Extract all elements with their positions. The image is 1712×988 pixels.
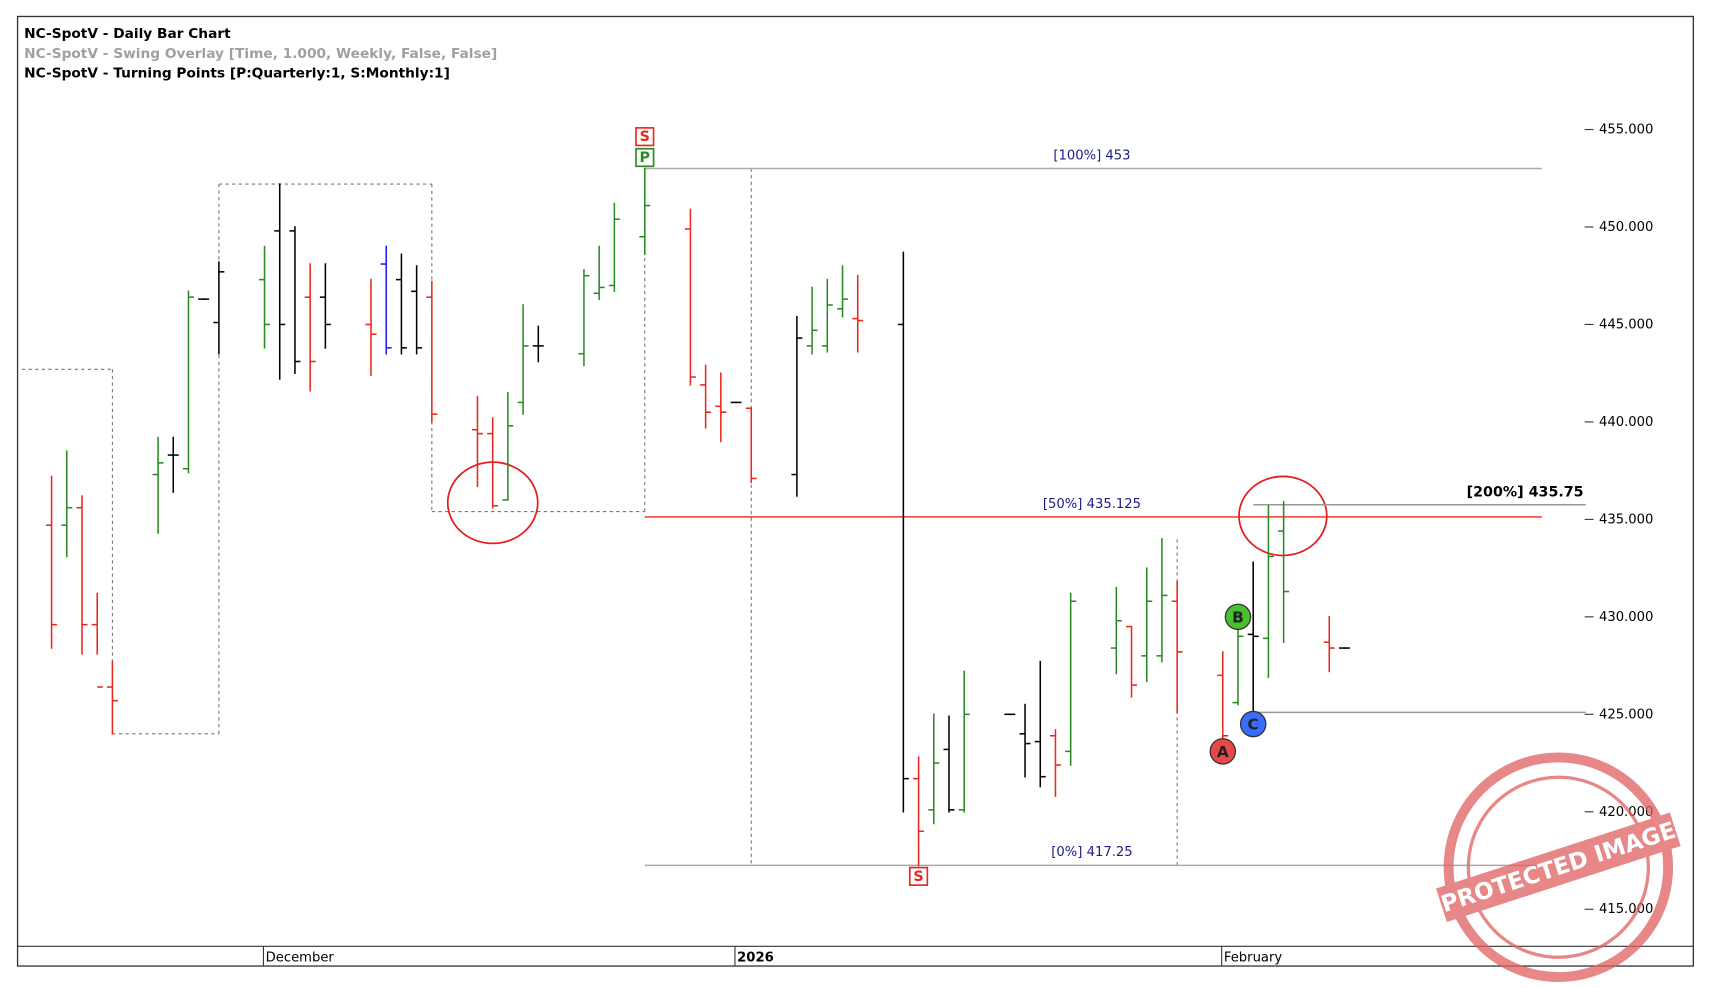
price-bar xyxy=(684,208,696,386)
y-tick-label: 440.000 xyxy=(1599,415,1653,430)
price-bar xyxy=(365,278,377,376)
price-bar xyxy=(608,202,620,293)
projection-label: [200%] 435.75 xyxy=(1467,485,1584,501)
price-bar xyxy=(1049,729,1061,797)
price-bar xyxy=(502,391,514,501)
price-bar xyxy=(1156,538,1168,663)
price-bar xyxy=(213,261,225,355)
price-bar xyxy=(471,395,483,488)
frame xyxy=(16,15,1695,967)
price-bar xyxy=(1110,586,1122,675)
price-bar xyxy=(91,592,103,688)
price-bar xyxy=(1141,567,1153,682)
chart-subtitle: NC-SpotV - Turning Points [P:Quarterly:1… xyxy=(24,66,450,82)
price-bar xyxy=(837,265,849,318)
abc-point xyxy=(1209,738,1237,765)
price-bar xyxy=(532,325,544,363)
price-bar xyxy=(1004,713,1016,716)
price-bar xyxy=(700,364,712,429)
abc-label: A xyxy=(1217,743,1229,761)
y-tick-label: 430.000 xyxy=(1599,610,1653,625)
turning-point-label: S xyxy=(913,869,923,885)
y-tick-label: 450.000 xyxy=(1599,220,1653,235)
price-bar xyxy=(1247,561,1259,725)
level-label: [50%] 435.125 xyxy=(1043,497,1141,512)
price-bar xyxy=(274,183,286,380)
price-bar xyxy=(289,226,301,374)
stamp-band xyxy=(1436,812,1681,922)
price-bar xyxy=(943,715,955,813)
price-bar xyxy=(593,245,605,300)
price-bar xyxy=(806,286,818,355)
abc-label: C xyxy=(1248,716,1259,734)
price-bar xyxy=(1171,580,1183,714)
price-bar xyxy=(1338,647,1350,649)
price-bar xyxy=(259,245,271,349)
price-bar xyxy=(182,290,194,474)
price-bar xyxy=(745,407,757,484)
turning-point-box xyxy=(908,866,929,886)
level-label: [0%] 417.25 xyxy=(1051,845,1132,860)
price-bar xyxy=(411,265,423,355)
y-tick-label: 415.000 xyxy=(1599,902,1653,917)
price-bar xyxy=(380,245,392,355)
turning-point-label: P xyxy=(640,150,650,166)
price-bar xyxy=(1278,501,1290,643)
price-bar xyxy=(198,298,210,300)
y-tick-label: 420.000 xyxy=(1599,805,1653,820)
turning-point-box xyxy=(635,127,655,147)
price-bar xyxy=(319,263,331,349)
price-bar xyxy=(152,436,164,534)
price-bar xyxy=(1034,660,1046,788)
price-bar xyxy=(730,401,742,404)
price-bar xyxy=(487,417,499,509)
price-bar xyxy=(1019,703,1031,778)
price-bar xyxy=(1323,616,1335,673)
turning-point-box xyxy=(635,147,655,168)
price-bar xyxy=(1065,592,1077,766)
y-tick-label: 445.000 xyxy=(1599,317,1653,332)
price-bar xyxy=(715,372,727,443)
price-bar xyxy=(167,436,179,493)
price-bar xyxy=(517,304,529,415)
price-bar xyxy=(61,450,73,558)
abc-label: B xyxy=(1232,608,1244,626)
price-bar xyxy=(958,670,970,813)
price-bar xyxy=(821,278,833,353)
y-tick-label: 435.000 xyxy=(1599,512,1653,527)
price-bar xyxy=(426,280,438,423)
price-bar xyxy=(578,269,590,367)
chart-title: NC-SpotV - Daily Bar Chart xyxy=(24,26,231,42)
y-tick-label: 425.000 xyxy=(1599,707,1653,722)
price-bar xyxy=(304,263,316,392)
price-bar xyxy=(1232,629,1244,706)
chart-subtitle: NC-SpotV - Swing Overlay [Time, 1.000, W… xyxy=(24,46,497,62)
abc-point xyxy=(1239,710,1267,738)
price-bar xyxy=(1217,651,1229,751)
price-bar xyxy=(76,495,88,655)
price-bar xyxy=(791,315,803,497)
x-tick-label: February xyxy=(1224,950,1283,965)
price-bar xyxy=(852,274,864,353)
y-tick-label: 455.000 xyxy=(1599,123,1653,138)
price-bar xyxy=(1126,625,1138,698)
price-bar xyxy=(897,251,909,813)
level-label: [100%] 453 xyxy=(1053,148,1130,163)
x-tick-label: 2026 xyxy=(737,950,774,965)
price-bar xyxy=(1262,504,1274,679)
price-bar xyxy=(106,660,118,735)
price-bar xyxy=(395,253,407,355)
turning-point-label: S xyxy=(640,129,650,145)
price-bar xyxy=(928,713,940,825)
price-bar xyxy=(46,475,58,649)
price-bar xyxy=(639,167,651,256)
price-bar xyxy=(913,756,925,867)
abc-point xyxy=(1224,603,1252,631)
x-tick-label: December xyxy=(266,950,335,965)
